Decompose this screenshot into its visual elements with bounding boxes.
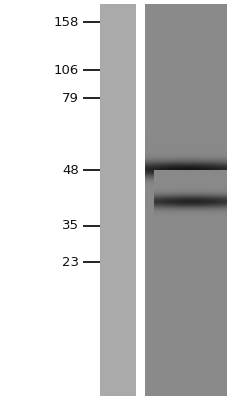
Text: 23: 23 [61, 256, 78, 268]
Bar [135, 4, 144, 396]
Text: 35: 35 [61, 220, 78, 232]
Bar [144, 4, 227, 396]
Text: 106: 106 [53, 64, 78, 76]
Text: 48: 48 [62, 164, 78, 176]
Text: 158: 158 [53, 16, 78, 28]
Text: 79: 79 [62, 92, 78, 104]
Bar [100, 4, 135, 396]
